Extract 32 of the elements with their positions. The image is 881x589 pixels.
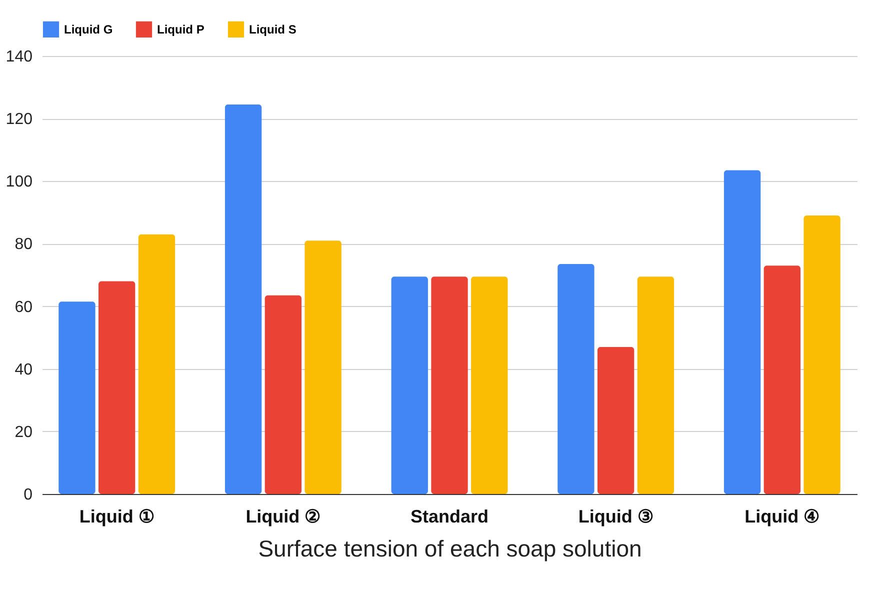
bar	[391, 276, 428, 494]
y-tick-label: 40	[14, 361, 33, 378]
bar	[804, 216, 840, 494]
bar	[597, 346, 634, 494]
bar	[224, 104, 262, 494]
bar	[724, 170, 761, 494]
legend-label: Liquid G	[64, 22, 113, 36]
legend-label: Liquid P	[157, 22, 204, 36]
x-axis-title: Surface tension of each soap solution	[258, 536, 642, 562]
bar	[304, 240, 342, 494]
legend-label: Liquid S	[249, 22, 296, 36]
y-tick-label: 60	[14, 298, 33, 316]
bar	[58, 302, 96, 494]
x-tick-label: Liquid ③	[578, 506, 654, 526]
bar	[98, 281, 136, 494]
x-tick-label: Liquid ②	[246, 506, 321, 526]
y-tick-label: 0	[24, 486, 33, 504]
x-tick-label: Liquid ④	[744, 506, 820, 526]
y-tick-label: 20	[14, 424, 33, 441]
x-tick-label: Standard	[410, 506, 489, 526]
bar	[764, 266, 800, 494]
bar	[637, 276, 674, 494]
y-tick-label: 140	[6, 48, 33, 66]
bar	[264, 295, 302, 494]
y-tick-label: 100	[6, 174, 33, 191]
y-tick-label: 120	[6, 111, 33, 128]
x-tick-label: Liquid ①	[79, 506, 154, 526]
bar	[138, 234, 176, 494]
bar	[558, 264, 594, 494]
y-tick-label: 80	[14, 236, 33, 254]
bar	[431, 276, 468, 494]
bar	[471, 276, 508, 494]
